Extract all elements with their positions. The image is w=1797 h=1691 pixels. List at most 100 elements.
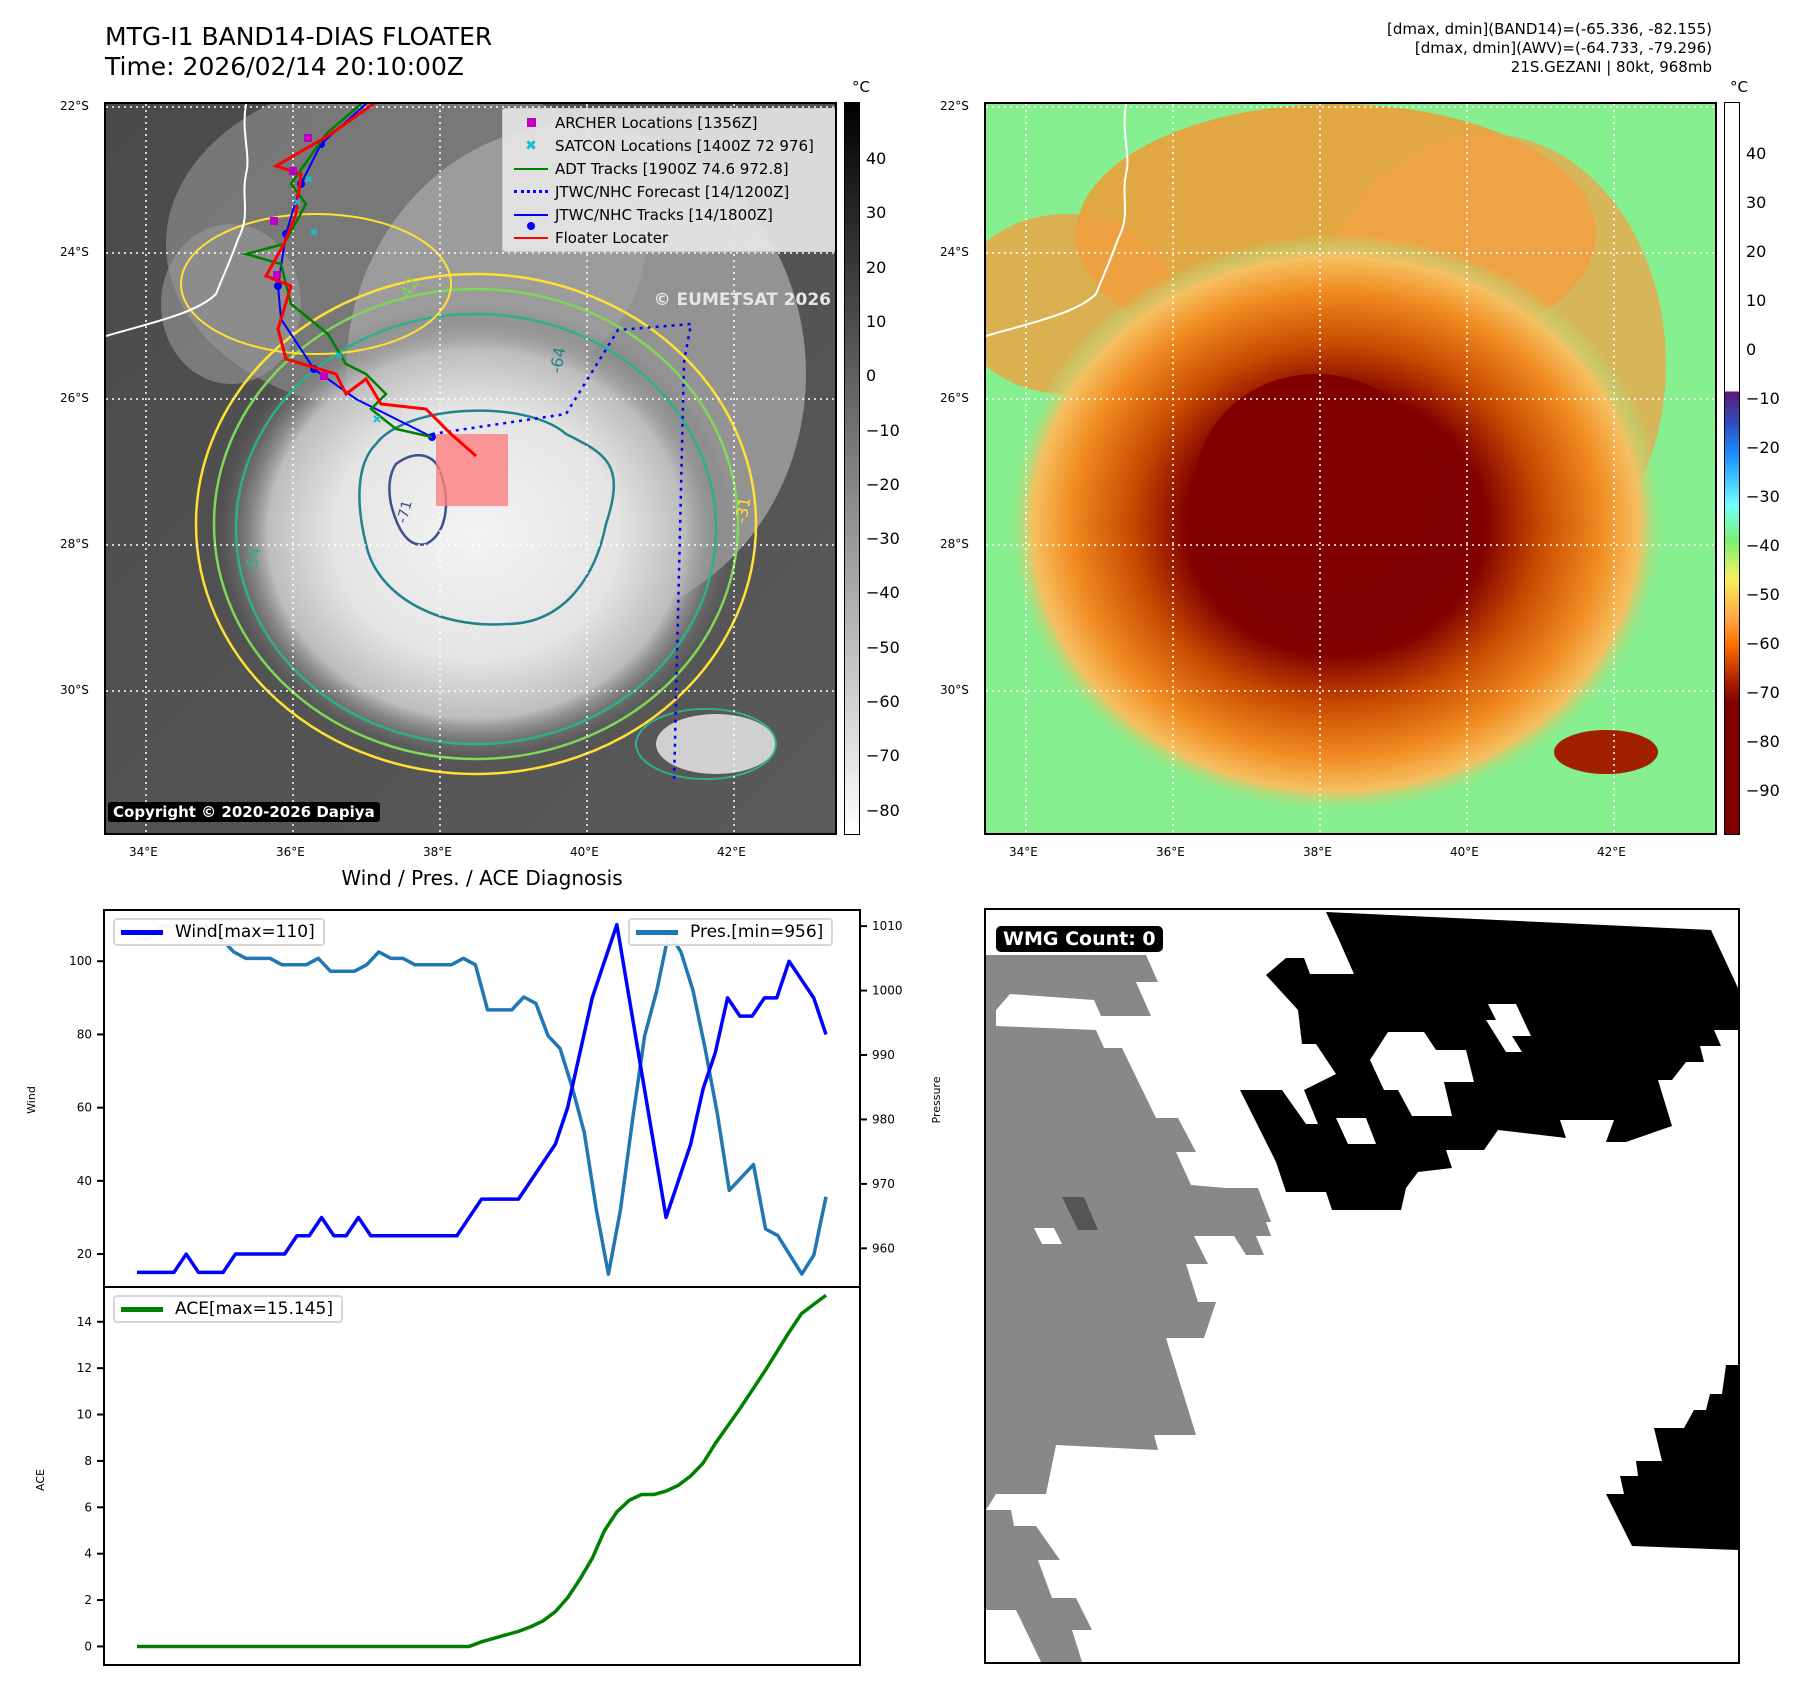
colorbar-tick-label: 20 [1746, 242, 1767, 261]
contour-minus71 [388, 454, 448, 546]
pressure-legend-line-icon [636, 929, 678, 935]
contour-minus42 [212, 287, 740, 761]
ace-axis-label: ACE [34, 1469, 47, 1491]
lat-tick-label: 26°S [60, 391, 89, 405]
pressure-legend: Pres.[min=956] [628, 918, 834, 946]
map-legend: ARCHER Locations [1356Z] ✖ SATCON Locatio… [502, 108, 835, 252]
satcon-locations [293, 175, 381, 423]
solid-line-icon [507, 167, 555, 170]
series-layer [136, 922, 828, 1649]
wind-tick-label: 80 [77, 1027, 92, 1041]
colorbar-tick-label: −80 [1746, 732, 1780, 751]
wmg-panel: WMG Count: 0 [984, 908, 1740, 1664]
coastline [106, 104, 249, 337]
legend-jtwc-tracks: JTWC/NHC Tracks [14/1800Z] [507, 203, 835, 230]
legend-floater: Floater Locater [507, 226, 835, 249]
colorbar-tick-label: −70 [866, 746, 900, 766]
lat-tick-label: 24°S [940, 245, 969, 259]
lon-tick-label: 42°E [717, 845, 746, 859]
colorbar-tick-label: 20 [866, 257, 887, 277]
awv-gridlines [986, 104, 1715, 833]
colorbar-tick-label: −80 [866, 800, 900, 820]
lat-tick-label: 26°S [940, 391, 969, 405]
colorbar-tick-label: −30 [1746, 487, 1780, 506]
cloud-southeast [656, 714, 776, 774]
lat-tick-label: 24°S [60, 245, 89, 259]
colorbar-tick-label: −90 [1746, 781, 1780, 800]
wmg-black-region-north [1240, 912, 1738, 1210]
wind-series [137, 922, 828, 1275]
colorbar-tick-label: 0 [866, 366, 877, 386]
awv-coastline [986, 104, 1129, 337]
awv-imagery [986, 104, 1715, 833]
central-dense-overcast [216, 304, 736, 764]
lon-tick-label: 38°E [423, 845, 452, 859]
pressure-axis-label: Pressure [930, 1076, 943, 1123]
copyright-label: Copyright © 2020-2026 Dapiya [108, 802, 380, 822]
ace-axis-ticks: 0 2 4 6 8 10 12 14 [77, 1315, 104, 1653]
ace-tick-label: 0 [84, 1639, 92, 1653]
diagnosis-chart: 20 40 60 80 100 960 970 980 990 1000 1010 0 2 4 6 8 10… [25, 909, 943, 1666]
awv-color-map [984, 102, 1717, 835]
band14-range: [dmax, dmin](BAND14)=(-65.336, -82.155) [1387, 20, 1712, 38]
colorbar-tick-label: 30 [1746, 193, 1767, 212]
pressure-tick-label: 980 [872, 1112, 895, 1126]
floater-box [436, 434, 508, 506]
lat-tick-label: 28°S [940, 537, 969, 551]
wind-legend-line-icon [121, 929, 163, 935]
ace-legend: ACE[max=15.145] [113, 1295, 343, 1323]
wind-pressure-axes [103, 909, 861, 1288]
wmg-gray-region [986, 955, 1271, 1662]
title-time: Time: 2026/02/14 20:10:00Z [105, 52, 464, 81]
wind-legend: Wind[max=110] [113, 918, 325, 946]
ace-legend-line-icon [121, 1306, 163, 1312]
lon-tick-label: 42°E [1597, 845, 1626, 859]
dotted-line-icon [507, 190, 555, 193]
adt-track [241, 104, 433, 439]
wmg-white-gaps [1336, 1004, 1531, 1144]
colorbar-tick-label: −30 [866, 529, 900, 549]
contour-label-64: -64 [546, 346, 569, 375]
ace-axes [103, 1286, 861, 1666]
colorbar-tick-label: −70 [1746, 683, 1780, 702]
lon-tick-label: 36°E [276, 845, 305, 859]
lat-tick-label: 22°S [940, 99, 969, 113]
archer-locations [270, 134, 328, 380]
colorbar-tick-label: −60 [866, 692, 900, 711]
figure-title: MTG-I1 BAND14-DIAS FLOATER Time: 2026/02… [105, 22, 492, 82]
colorbar-tick-label: −10 [1746, 389, 1780, 408]
pressure-series [137, 924, 828, 1276]
contour-north-yellow [180, 213, 452, 355]
colorbar-tick-label: 30 [866, 203, 887, 223]
ace-series [137, 1293, 828, 1649]
ace-tick-label: 6 [84, 1500, 92, 1514]
wind-tick-label: 40 [77, 1174, 92, 1188]
colorbar-tick-label: 40 [1746, 144, 1767, 163]
colorbar-tick-label: −40 [1746, 536, 1780, 555]
legend-jtwc-forecast: JTWC/NHC Forecast [14/1200Z] [507, 180, 835, 203]
line-dot-icon [507, 213, 555, 230]
legend-adt: ADT Tracks [1900Z 74.6 972.8] [507, 157, 835, 180]
legend-archer: ARCHER Locations [1356Z] [507, 111, 835, 134]
cloud-west [161, 224, 301, 384]
lon-tick-label: 36°E [1156, 845, 1185, 859]
colorbar-tick-label: −20 [1746, 438, 1780, 457]
contour-minus54 [234, 312, 718, 746]
left-colorbar [844, 102, 860, 835]
awv-cell-southeast [1554, 730, 1658, 774]
pressure-tick-label: 1010 [872, 919, 903, 933]
wmg-black-region-southeast [1606, 1365, 1738, 1550]
wmg-count-badge: WMG Count: 0 [996, 926, 1163, 952]
wmg-hole [1034, 1228, 1062, 1244]
lat-tick-label: 30°S [940, 683, 969, 697]
title-product: MTG-I1 BAND14-DIAS FLOATER [105, 22, 493, 51]
colorbar-tick-label: 0 [1746, 340, 1757, 359]
colorbar-tick-label: −20 [866, 474, 900, 494]
wind-tick-label: 100 [69, 954, 92, 968]
left-colorbar-unit: °C [852, 78, 870, 96]
colorbar-tick-label: −60 [1746, 634, 1780, 653]
square-marker-icon [507, 118, 555, 127]
colorbar-tick-label: 10 [866, 311, 887, 331]
storm-info: [dmax, dmin](BAND14)=(-65.336, -82.155) … [1387, 20, 1712, 77]
pressure-axis-ticks: 960 970 980 990 1000 1010 [860, 919, 903, 1255]
